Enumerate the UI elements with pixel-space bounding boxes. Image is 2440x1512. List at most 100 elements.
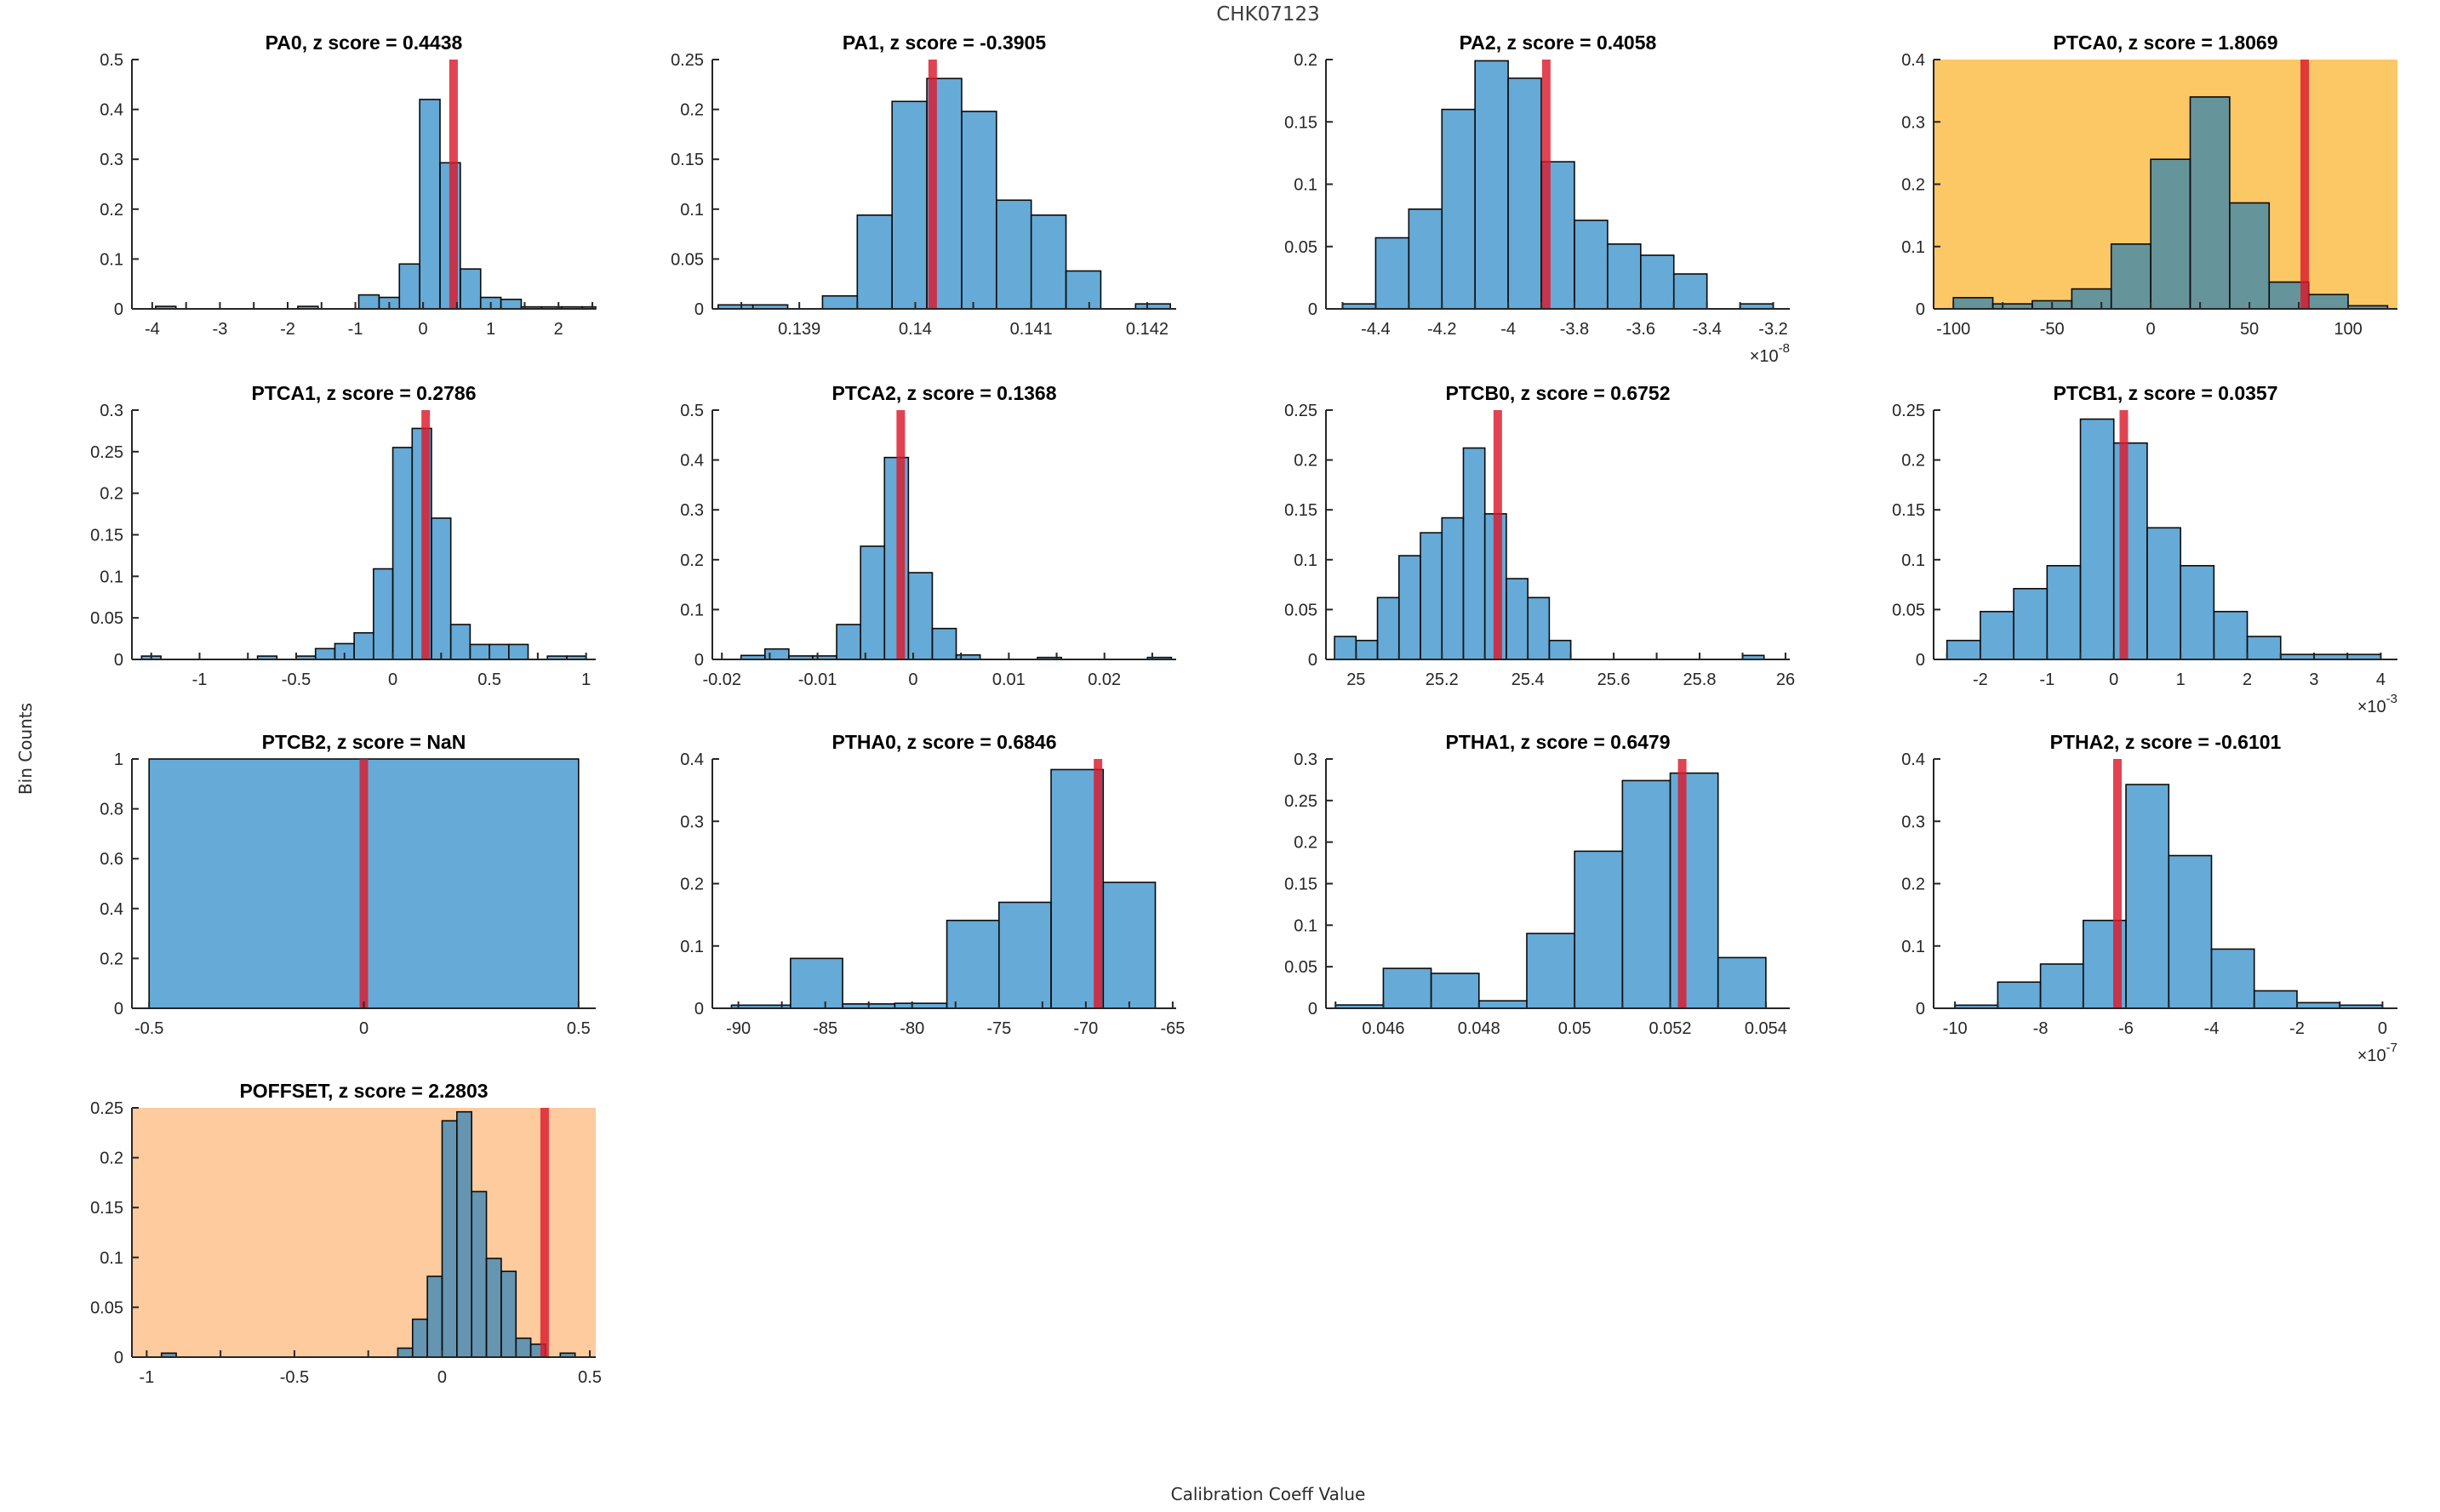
histogram-bar [2013, 587, 2049, 660]
y-tick-label: 0.15 [1284, 876, 1317, 894]
y-tick-label: 0.15 [90, 1199, 123, 1218]
y-tick-label: 0.5 [100, 51, 123, 70]
y-tick-label: 0.25 [90, 443, 123, 462]
subplot-title: PTCB1, z score = 0.0357 [2053, 382, 2277, 404]
z-score-marker-line [540, 1108, 549, 1357]
histogram-bar [419, 99, 441, 310]
x-tick-label: 0.054 [1745, 1019, 1787, 1038]
x-tick-label: 0.046 [1362, 1019, 1404, 1038]
x-tick-label: -4 [2204, 1019, 2220, 1038]
histogram-bar [1952, 297, 1994, 310]
x-tick-label: 0 [2378, 1019, 2387, 1038]
y-tick-label: 0.2 [100, 950, 123, 968]
x-tick-label: -2 [1973, 670, 1988, 689]
z-score-marker-line [896, 410, 906, 659]
histogram-bar [500, 1270, 517, 1358]
x-tick-label: 4 [2376, 670, 2386, 689]
y-tick-label: 0.25 [90, 1099, 123, 1118]
histogram-bar [856, 214, 893, 310]
subplot-title: PTCA0, z score = 1.8069 [2053, 31, 2277, 54]
x-tick-label: 0.5 [477, 670, 501, 689]
x-tick-label: -100 [1936, 320, 1970, 339]
histogram-bar [1474, 60, 1509, 310]
histogram-bar [426, 1275, 443, 1358]
y-tick-label: 0.25 [671, 51, 704, 70]
x-tick-label: 25.4 [1511, 670, 1545, 689]
histogram-bar [1102, 882, 1157, 1009]
histogram-bar [1507, 77, 1542, 310]
subplot-PTCB1: -2 -1 0 1 2 3 4 0 0.05 0.1 0.15 0.2 0.25 ×10-3 PTCB1, … [1831, 370, 2427, 736]
subplot-title: PTCB2, z score = NaN [262, 731, 466, 753]
subplot-PTHA0: -90 -85 -80 -75 -70 -65 0 0.1 0.2 0.3 0.4 PTHA0, z … [610, 719, 1206, 1085]
y-tick-label: 0 [1308, 1000, 1317, 1018]
histogram-bar [2229, 202, 2271, 310]
y-tick-label: 0.2 [680, 101, 704, 120]
x-tick-label: -3.6 [1626, 320, 1655, 339]
histogram-bar [1946, 639, 1981, 660]
histogram-bar [1672, 273, 1708, 310]
histogram-bar [373, 568, 394, 660]
histogram-bar [500, 299, 523, 310]
histogram-canvas-PTCA0: -100 -50 0 50 100 0 0.1 0.2 0.3 0.4 PTCA0, z score… [1901, 31, 2397, 339]
y-tick-label: 0.3 [100, 402, 123, 420]
y-tick-label: 0.2 [1901, 452, 1925, 471]
histogram-bar [1640, 254, 1675, 310]
z-score-marker-line [928, 60, 937, 309]
histogram-bar [1548, 639, 1572, 660]
subplot-PA1: 0.139 0.14 0.141 0.142 0 0.05 0.1 0.15 0.2 0.25 PA… [610, 20, 1206, 385]
histogram-bar [2189, 96, 2231, 310]
y-tick-label: 0.15 [90, 527, 123, 545]
z-score-marker-line [449, 60, 458, 309]
x-tick-label: 0.052 [1649, 1019, 1692, 1038]
subplot-title: PTHA0, z score = 0.6846 [831, 731, 1056, 753]
histogram-bar [2046, 565, 2082, 660]
histogram-canvas-PTHA2: -10 -8 -6 -4 -2 0 0 0.1 0.2 0.3 0.4 ×10-7 PTHA2, z s… [1901, 731, 2397, 1065]
x-tick-label: -8 [2033, 1019, 2049, 1038]
histogram-canvas-PA1: 0.139 0.14 0.141 0.142 0 0.05 0.1 0.15 0.2 0.25 PA… [671, 31, 1176, 339]
histogram-bar [764, 648, 790, 660]
histogram-canvas-PTCB1: -2 -1 0 1 2 3 4 0 0.05 0.1 0.15 0.2 0.25 ×10-3 PTCB1, … [1892, 382, 2397, 716]
z-score-marker-line [1094, 759, 1103, 1008]
y-tick-label: 0.1 [1294, 551, 1317, 570]
y-tick-label: 0.15 [671, 151, 704, 169]
histogram-bar [357, 294, 380, 310]
y-tick-label: 0.1 [1901, 938, 1925, 956]
y-tick-label: 0.4 [680, 452, 704, 471]
x-tick-label: -1 [192, 670, 208, 689]
x-tick-label: 0 [419, 320, 428, 339]
histogram-bar [1477, 1000, 1528, 1009]
histogram-bar [1382, 967, 1432, 1009]
y-tick-label: 0.2 [1294, 834, 1317, 853]
histogram-bar [515, 1337, 532, 1358]
y-tick-label: 0 [114, 1349, 123, 1367]
histogram-bar [1408, 208, 1443, 310]
histogram-bar [1621, 779, 1671, 1009]
histogram-bar [1506, 578, 1529, 660]
histogram-canvas-PTHA0: -90 -85 -80 -75 -70 -65 0 0.1 0.2 0.3 0.4 PTHA0, z … [680, 731, 1185, 1038]
x-tick-label: 50 [2240, 320, 2259, 339]
histogram-bar [431, 517, 452, 660]
histogram-bar [2246, 636, 2282, 660]
x-tick-label: 1 [2176, 670, 2186, 689]
histogram-bar [449, 624, 471, 660]
x-tick-label: 1 [581, 670, 591, 689]
histogram-bar [961, 111, 997, 310]
subplot-PTCA1: -1 -0.5 0 0.5 1 0 0.05 0.1 0.15 0.2 0.25 0.3 PTCA1, … [30, 370, 626, 736]
z-score-marker-line [1677, 759, 1687, 1008]
x-tick-label: -0.02 [702, 670, 741, 689]
y-tick-label: 0 [1916, 1000, 1925, 1018]
y-tick-label: 0.4 [100, 900, 123, 919]
x-tick-label: 25 [1346, 670, 1365, 689]
y-tick-label: 0 [694, 300, 704, 319]
y-tick-label: 0.05 [90, 609, 123, 628]
histogram-bar [997, 901, 1052, 1009]
histogram-bar [996, 199, 1032, 310]
histogram-bar [353, 631, 374, 660]
axis-exponent-label: ×10-3 [2357, 692, 2397, 716]
histogram-bar [2071, 288, 2112, 310]
histogram-bar [2150, 158, 2191, 310]
histogram-bar [1355, 639, 1379, 660]
histogram-bar [821, 294, 859, 310]
x-tick-label: 0.141 [1010, 320, 1053, 339]
